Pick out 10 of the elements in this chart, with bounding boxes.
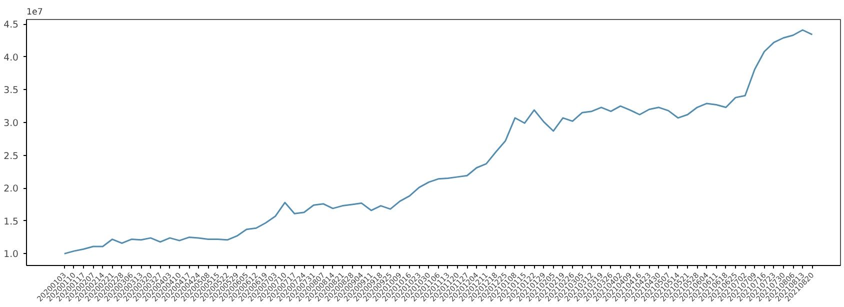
y-tick-label: 2.5 xyxy=(4,150,19,162)
line-series xyxy=(64,29,813,254)
y-tick-label: 3.5 xyxy=(4,85,19,96)
y-tick-label: 1.0 xyxy=(4,249,19,260)
text: 1e7 xyxy=(26,8,43,18)
y-tick-label: 3.0 xyxy=(4,118,19,129)
y-tick-label: 4.5 xyxy=(4,20,19,31)
y-tick-label: 4.0 xyxy=(4,52,19,64)
y-tick-label: 1.5 xyxy=(4,216,19,228)
y-tick-label: 2.0 xyxy=(4,184,19,195)
